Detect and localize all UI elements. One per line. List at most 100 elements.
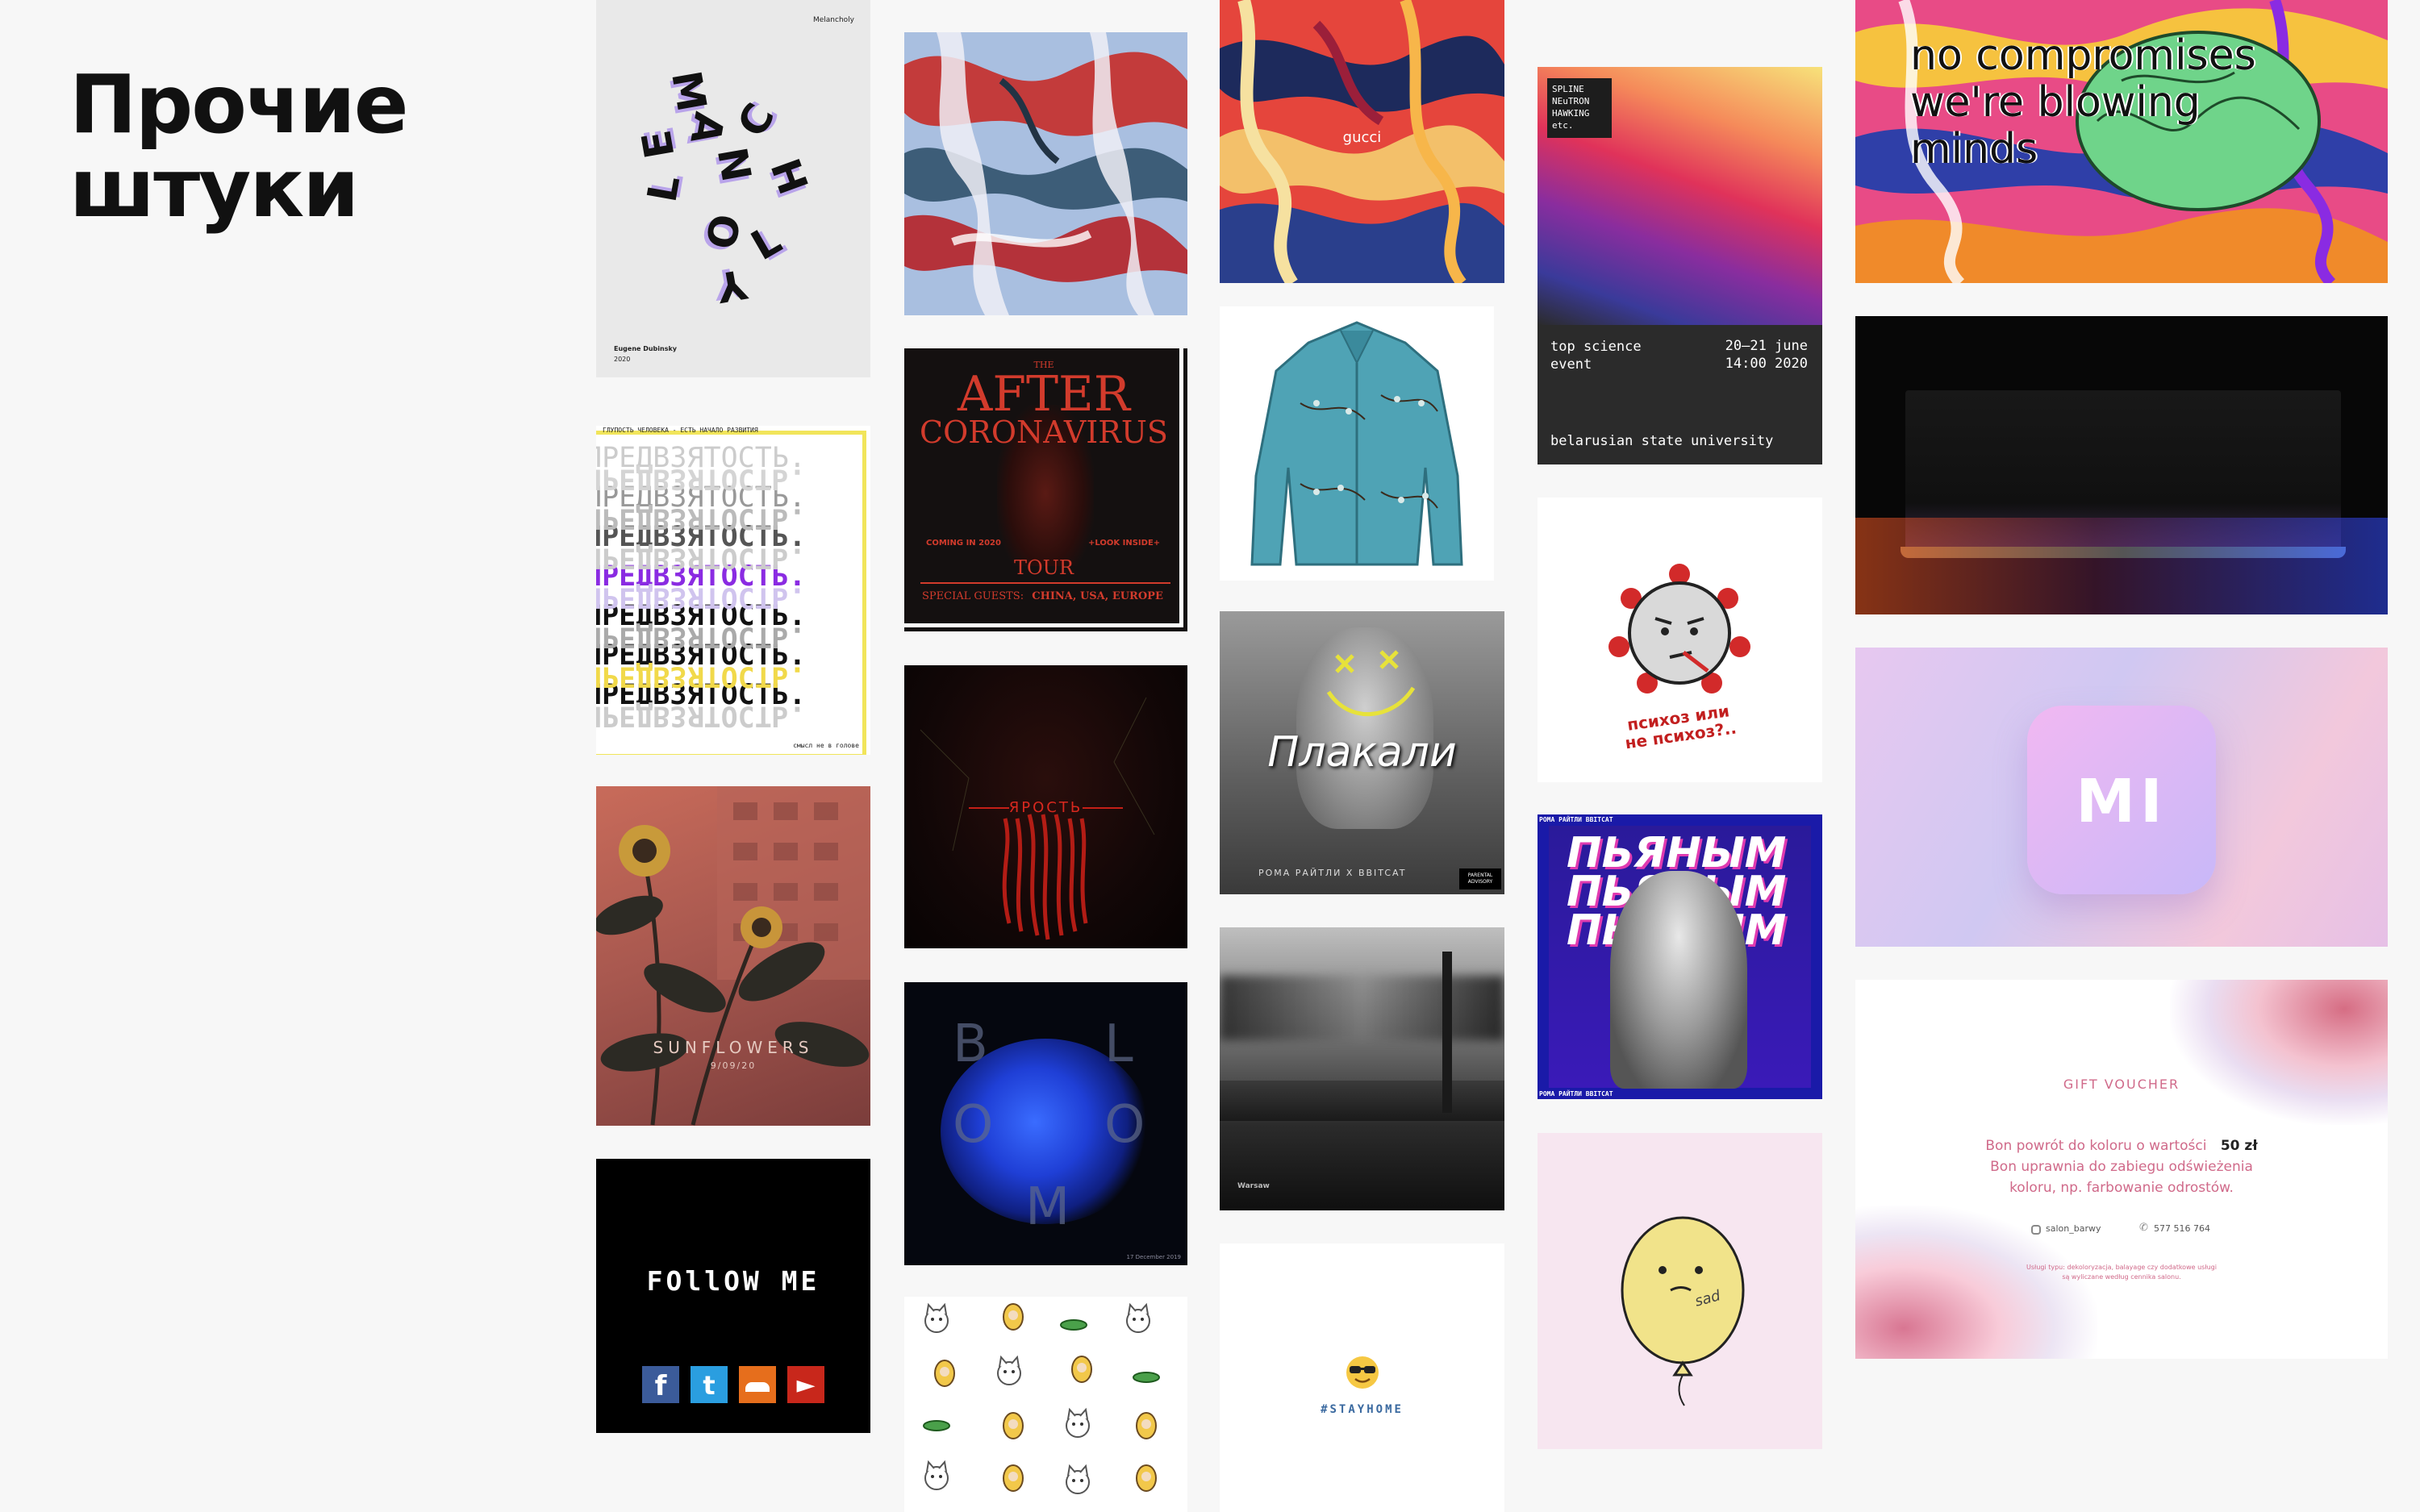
psychosis-sticker[interactable]: психоз или не психоз?.. [1538, 498, 1822, 782]
bloom-letter-l: L [1104, 1014, 1133, 1074]
minds-swirl [1855, 0, 2388, 283]
after-frame [904, 348, 1183, 627]
sunflowers-artwork [596, 786, 870, 1126]
laptop-photo[interactable] [1855, 316, 2388, 614]
mi-logo: MI [2076, 767, 2168, 836]
bias-bottom-text: смысл не в голове [793, 742, 859, 749]
voucher-value-line: Bon powrót do koloru o wartości 50 zł [1855, 1138, 2388, 1154]
bias-poster[interactable]: ГЛУПОСТЬ ЧЕЛОВЕКА - ЕСТЬ НАЧАЛО РАЗВИТИЯ… [596, 426, 870, 755]
stayhome-tag: #STAYHOME [1321, 1403, 1404, 1416]
plakali-title: Плакали [1267, 728, 1457, 777]
bias-word: ПРЕДВЗЯТОСТЬ. [596, 660, 806, 692]
voucher-title: GIFT VOUCHER [2063, 1077, 2180, 1092]
yarost-poster[interactable]: ЯРОСТЬ [904, 665, 1187, 948]
bias-word: ПРЕДВЗЯТОСТЬ. [596, 639, 806, 672]
science-time: 14:00 2020 [1725, 356, 1808, 372]
bias-word: ПРЕДВЗЯТОСТЬ. [596, 581, 806, 613]
yarost-line-left [969, 807, 1009, 809]
cats-pattern[interactable] [904, 1297, 1187, 1512]
warsaw-tower [1442, 952, 1452, 1113]
after-line1: AFTER [958, 366, 1130, 423]
after-line2: CORONAVIRUS [920, 414, 1168, 450]
after-guests: SPECIAL GUESTS: CHINA, USA, EUROPE [922, 590, 1163, 602]
yarost-line-right [1083, 807, 1123, 809]
letter: M [662, 67, 716, 115]
jacket-illustration [1250, 321, 1463, 566]
stayhome-poster[interactable]: #STAYHOME [1220, 1243, 1504, 1512]
marble-artwork[interactable] [904, 32, 1187, 315]
melancholy-letters: M E L A N C H O L Y [596, 0, 870, 377]
instagram-icon [2031, 1225, 2041, 1235]
minds-text: no compromises we're blowing minds [1910, 31, 2256, 173]
after-guests-list: CHINA, USA, EUROPE [1032, 590, 1163, 602]
sunglasses-emoji-icon [1346, 1356, 1379, 1389]
letter: E [632, 127, 684, 162]
letter: L [638, 172, 690, 206]
bias-word: ПРЕДВЗЯТОСТЬ. [596, 481, 806, 514]
marble-swirl [904, 32, 1187, 315]
science-event: top science event [1550, 339, 1642, 373]
bias-word: ПРЕДВЗЯТОСТЬ. [596, 679, 806, 711]
bloom-letter-m: M [1025, 1177, 1070, 1237]
sunflowers-title: SUNFLOWERS [653, 1038, 814, 1057]
minds-poster[interactable]: no compromises we're blowing minds [1855, 0, 2388, 283]
jacket-product[interactable] [1220, 306, 1494, 581]
after-coming: COMING IN 2020 [926, 539, 1001, 548]
science-tag-line: SPLINE [1552, 84, 1584, 94]
bloom-poster[interactable]: B L O O M 17 December 2019 [904, 982, 1187, 1265]
laptop-glow [1855, 518, 2388, 614]
pyanym-cover[interactable]: ПЬЯНЫМ ПЬЯНЫМ ПЬЯНЫМ РОМА РАЙТЛИ BBITCAT… [1538, 814, 1822, 1099]
plakali-doodle [1326, 650, 1416, 717]
page-title-line-2: штуки [69, 141, 359, 235]
parental-advisory-badge: PARENTAL ADVISORY [1459, 868, 1501, 889]
science-venue: belarusian state university [1550, 433, 1774, 449]
letter: N [707, 144, 761, 185]
pyanym-border-bottom: РОМА РАЙТЛИ BBITCAT [1539, 1090, 1613, 1098]
yarost-title: ЯРОСТЬ [1008, 799, 1083, 816]
gucci-artwork[interactable]: gucci [1220, 0, 1504, 283]
sunflowers-date: 9/09/20 [710, 1060, 757, 1071]
bias-word: ПРЕДВЗЯТОСТЬ. [596, 521, 806, 553]
mi-poster[interactable]: MI [1855, 648, 2388, 947]
facebook-icon[interactable]: f [642, 1366, 679, 1403]
follow-me-poster[interactable]: FOllOW ME f t ► [596, 1159, 870, 1433]
science-tag-line: NEuTRON [1552, 96, 1590, 106]
after-coronavirus-poster[interactable]: THE AFTER CORONAVIRUS COMING IN 2020 +LO… [904, 348, 1187, 631]
twitter-icon[interactable]: t [691, 1366, 728, 1403]
youtube-icon[interactable]: ► [787, 1366, 824, 1403]
science-event-poster[interactable]: SPLINE NEuTRON HAWKING etc. top science … [1538, 67, 1822, 464]
after-tree [997, 405, 1094, 566]
bloom-flower [941, 1039, 1150, 1224]
bloom-date: 17 December 2019 [1126, 1254, 1181, 1260]
voucher-phone: 577 516 764 [2154, 1223, 2210, 1234]
after-tour: TOUR [1014, 556, 1074, 579]
after-the: THE [1033, 360, 1054, 370]
gift-voucher[interactable]: GIFT VOUCHER Bon powrót do koloru o wart… [1855, 980, 2388, 1359]
bias-word: ПРЕДВЗЯТОСТЬ. [596, 462, 806, 494]
warsaw-photo[interactable]: Warsaw [1220, 927, 1504, 1210]
bias-word: ПРЕДВЗЯТОСТЬ. [596, 541, 806, 573]
bias-word-stack: ПРЕДВЗЯТОСТЬ. ПРЕДВЗЯТОСТЬ. ПРЕДВЗЯТОСТЬ… [596, 444, 867, 731]
bloom-letter-o2: O [1104, 1095, 1145, 1155]
sunflowers-poster[interactable]: SUNFLOWERS 9/09/20 [596, 786, 870, 1126]
letter: Y [713, 260, 750, 311]
melancholy-poster[interactable]: Melancholy M E L A N C H O L Y Eugene Du… [596, 0, 870, 377]
warsaw-blur [1220, 976, 1504, 1040]
plakali-cover[interactable]: Плакали РОМА РАЙТЛИ X BBITCAT PARENTAL A… [1220, 611, 1504, 894]
after-guests-label: SPECIAL GUESTS: [922, 590, 1024, 602]
bias-word: ПРЕДВЗЯТОСТЬ. [596, 560, 806, 593]
sad-balloon-artwork[interactable]: sad [1538, 1133, 1822, 1449]
after-divider [920, 582, 1170, 584]
letter: C [728, 95, 784, 145]
science-dates: 20–21 june [1725, 338, 1808, 354]
plakali-portrait [1296, 627, 1433, 829]
science-tag-line: etc. [1552, 120, 1574, 131]
bloom-letter-o: O [953, 1095, 994, 1155]
follow-me-text: FOllOW ME [646, 1265, 820, 1297]
voucher-amount: 50 zł [2220, 1138, 2258, 1154]
pyanym-word: ПЬЯНЫМ [1567, 829, 1787, 877]
science-tag-line: HAWKING [1552, 108, 1590, 119]
pyanym-border-top: РОМА РАЙТЛИ BBITCAT [1539, 816, 1613, 823]
soundcloud-icon[interactable] [739, 1366, 776, 1403]
melancholy-label: Melancholy [812, 16, 854, 24]
